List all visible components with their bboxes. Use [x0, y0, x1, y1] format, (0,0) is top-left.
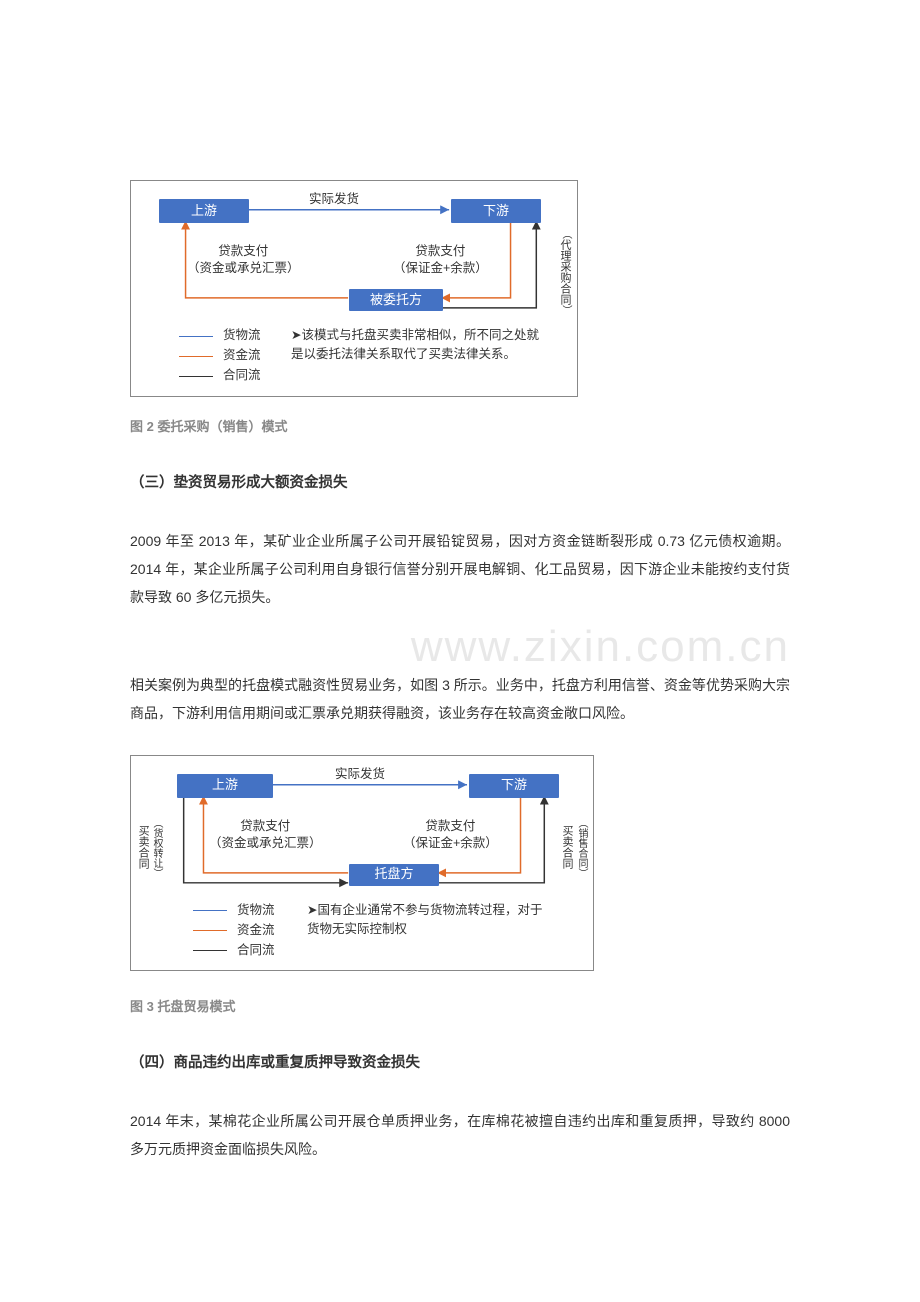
node-downstream: 下游: [451, 199, 541, 223]
left-contract-vtext: 买卖合同: [137, 792, 149, 902]
legend-money: 资金流: [179, 346, 261, 366]
label-left-pay-3: 贷款支付 （资金或承兑汇票）: [209, 818, 322, 852]
label-right-pay: 贷款支付 （保证金+余款）: [393, 243, 488, 277]
label-top-goods: 实际发货: [309, 191, 359, 208]
label-left-pay: 贷款支付 （资金或承兑汇票）: [187, 243, 300, 277]
left-contract-vtext-paren: （货权转让）: [151, 798, 162, 898]
section-3-heading: （三）垫资贸易形成大额资金损失: [130, 470, 790, 498]
right-contract-vtext-paren-3: （销售合同）: [576, 798, 587, 898]
legend-goods-3: 货物流: [193, 901, 275, 921]
section-4-heading: （四）商品违约出库或重复质押导致资金损失: [130, 1050, 790, 1078]
section-4-para-1: 2014 年末，某棉花企业所属公司开展仓单质押业务，在库棉花被擅自违约出库和重复…: [130, 1107, 790, 1163]
figure-3-diagram: 上游 下游 托盘方 实际发货 贷款支付 （资金或承兑汇票） 贷款支付 （保证金+…: [130, 755, 594, 971]
label-right-pay-3: 贷款支付 （保证金+余款）: [403, 818, 498, 852]
section-3-para-1: 2009 年至 2013 年，某矿业企业所属子公司开展铅锭贸易，因对方资金链断裂…: [130, 527, 790, 611]
node-agent-label: 被委托方: [370, 288, 422, 313]
legend-goods: 货物流: [179, 326, 261, 346]
figure-2-diagram: 上游 下游 被委托方 实际发货 贷款支付 （资金或承兑汇票） 贷款支付 （保证金…: [130, 180, 578, 397]
node-downstream-3: 下游: [469, 774, 559, 798]
node-upstream: 上游: [159, 199, 249, 223]
figure-3-legend: 货物流 资金流 合同流: [193, 901, 275, 961]
right-contract-vtext: （代理采购合同）: [559, 217, 571, 327]
node-upstream-3: 上游: [177, 774, 273, 798]
node-downstream-label: 下游: [483, 199, 509, 224]
right-contract-vtext-3: 买卖合同: [561, 792, 573, 902]
legend-money-3: 资金流: [193, 921, 275, 941]
figure-2-caption: 图 2 委托采购（销售）模式: [130, 415, 790, 440]
legend-contract-3: 合同流: [193, 941, 275, 961]
label-top-goods-3: 实际发货: [335, 766, 385, 783]
node-upstream-label: 上游: [191, 199, 217, 224]
section-3-para-2: 相关案例为典型的托盘模式融资性贸易业务，如图 3 所示。业务中，托盘方利用信誉、…: [130, 671, 790, 727]
figure-3-note: ➤国有企业通常不参与货物流转过程，对于 货物无实际控制权: [307, 901, 542, 939]
legend-contract: 合同流: [179, 366, 261, 386]
figure-3-caption: 图 3 托盘贸易模式: [130, 995, 790, 1020]
figure-2-legend: 货物流 资金流 合同流: [179, 326, 261, 386]
node-agent: 被委托方: [349, 289, 443, 311]
node-tray: 托盘方: [349, 864, 439, 886]
figure-2-note: ➤该模式与托盘买卖非常相似，所不同之处就 是以委托法律关系取代了买卖法律关系。: [291, 326, 539, 364]
